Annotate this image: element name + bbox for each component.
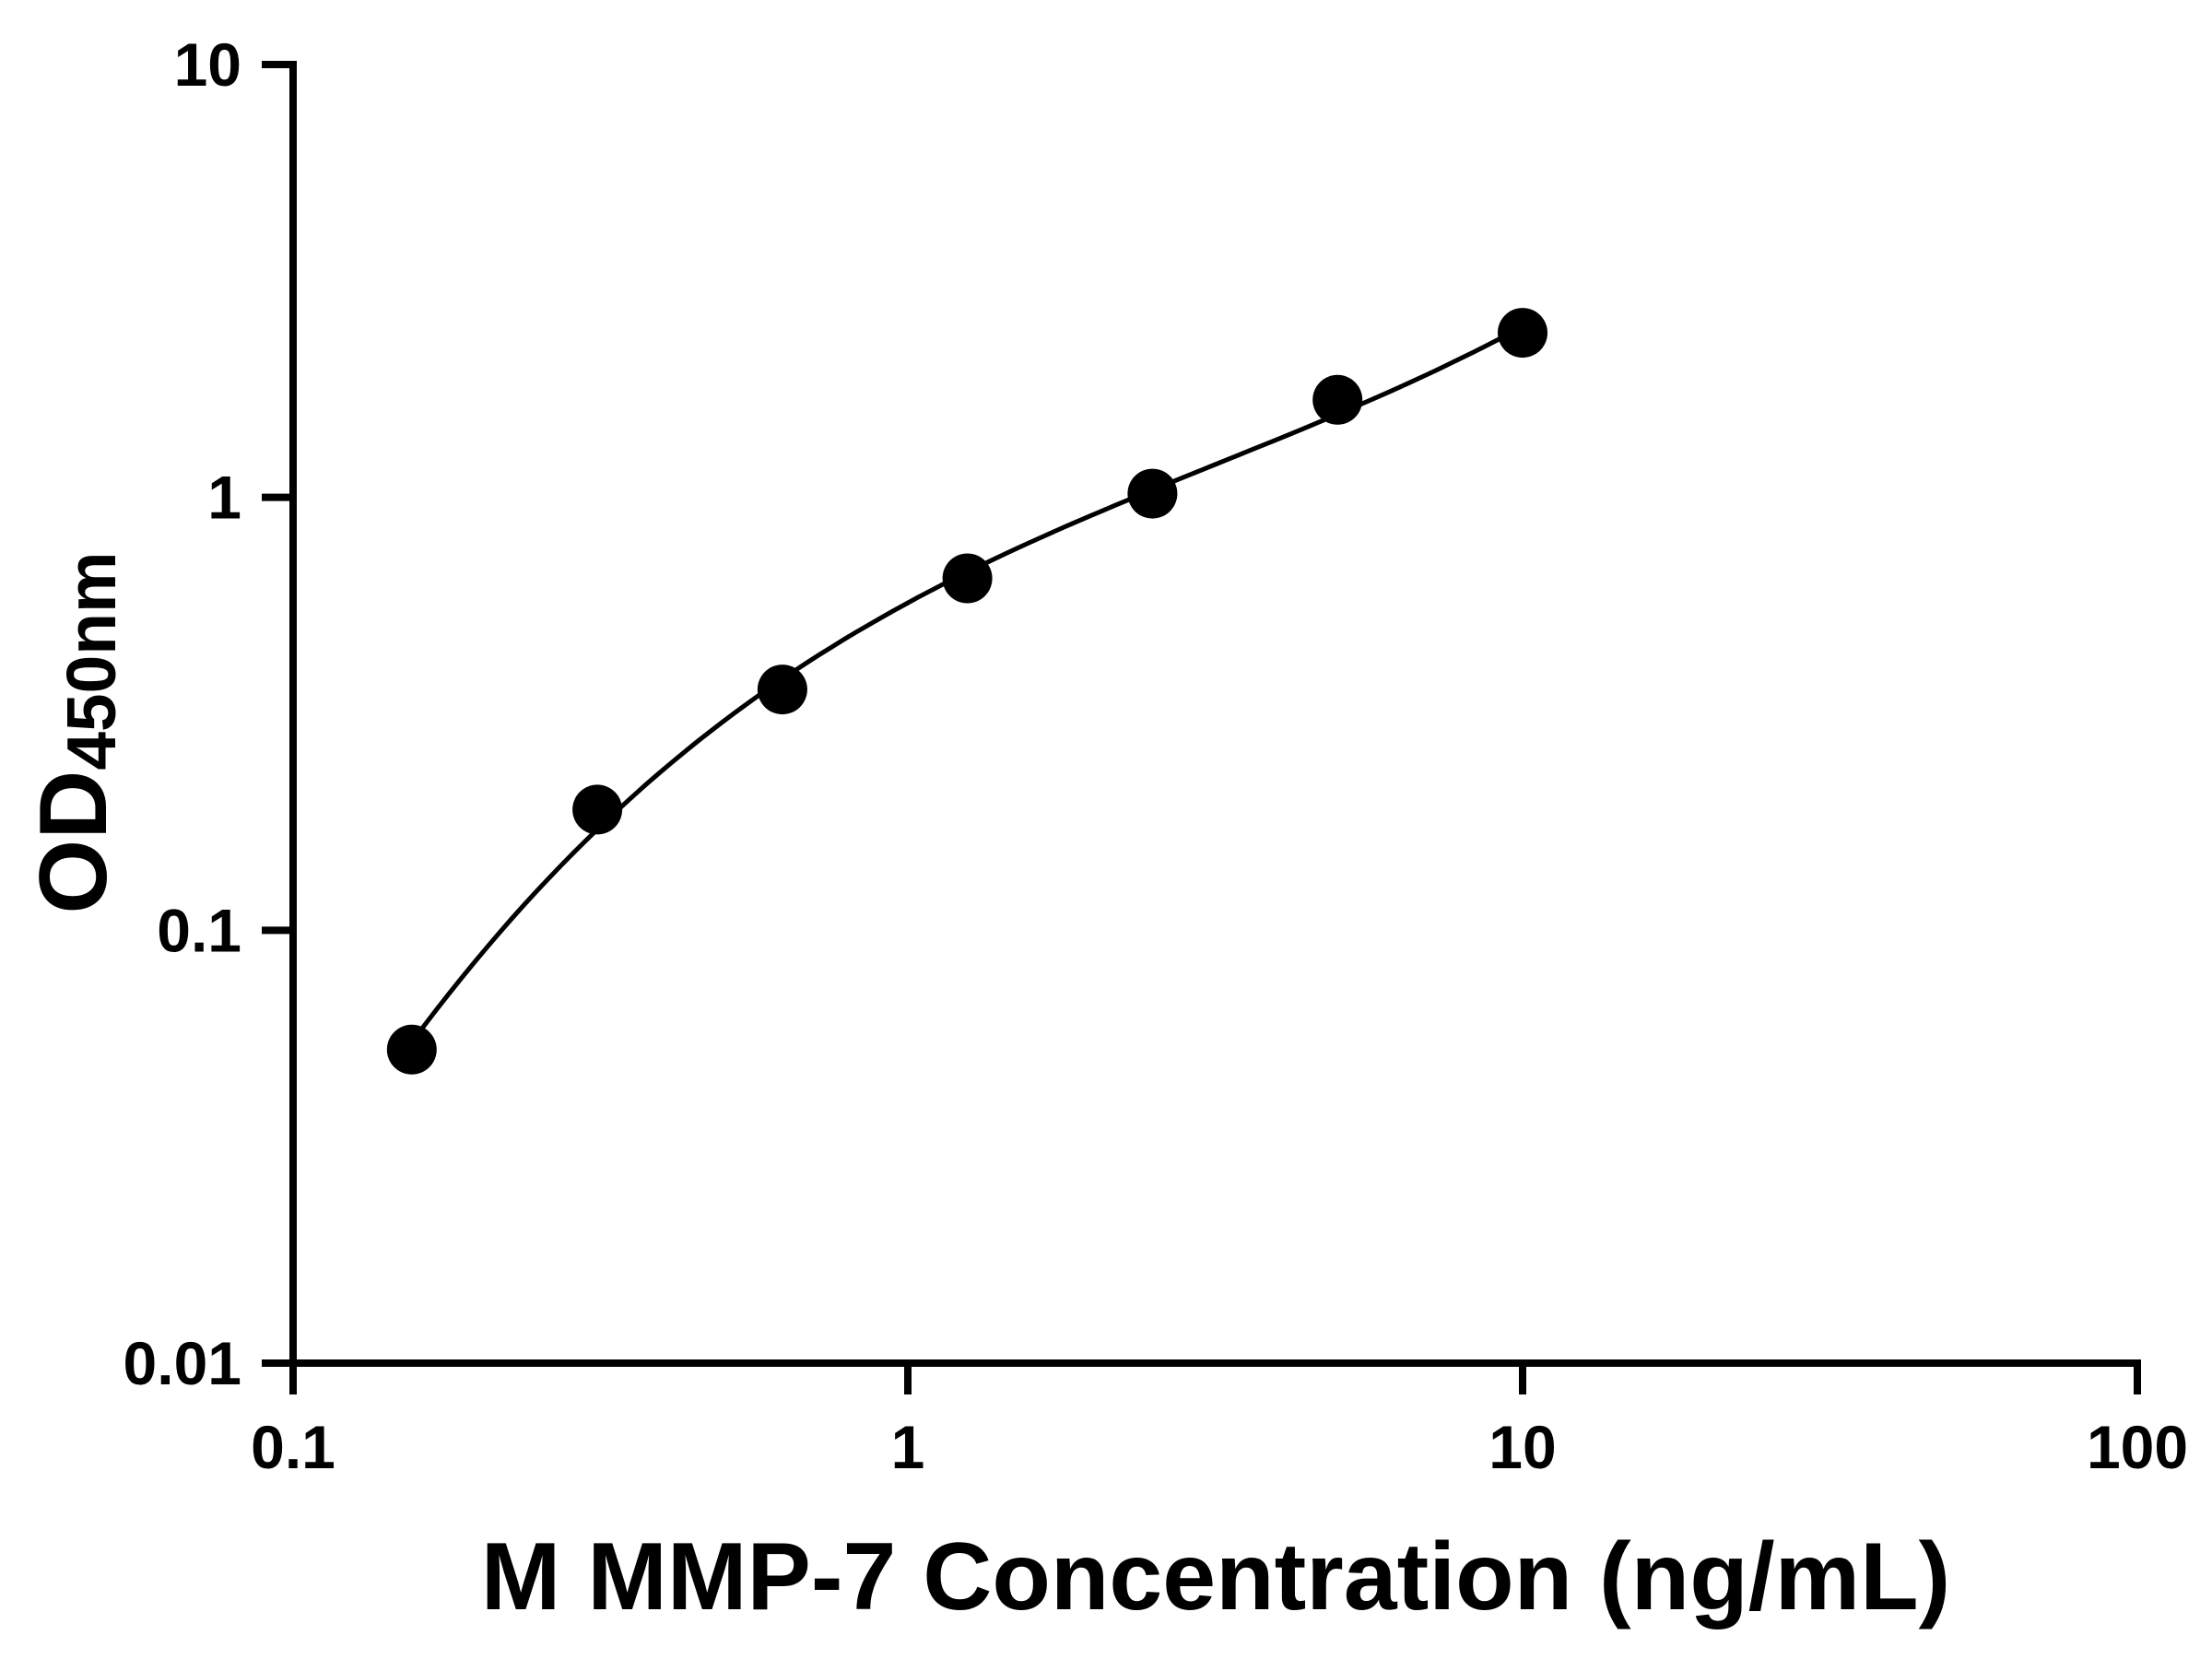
x-axis-tick-label: 100 xyxy=(2087,1413,2188,1481)
data-point-marker xyxy=(1312,374,1363,425)
y-axis-title-main: OD xyxy=(20,770,127,914)
data-point-marker xyxy=(942,553,993,604)
data-point-marker xyxy=(572,784,623,835)
y-axis-tick-label: 0.01 xyxy=(124,1329,241,1397)
axes xyxy=(289,61,2141,1367)
data-point-marker xyxy=(386,1024,437,1075)
y-axis-tick-label: 1 xyxy=(207,464,241,532)
y-axis-tick-label: 10 xyxy=(174,30,241,99)
data-point-marker xyxy=(1127,468,1178,519)
x-axis-tick-label: 10 xyxy=(1488,1413,1556,1481)
x-axis-title: M MMP-7 Concentration (ng/mL) xyxy=(480,1524,1951,1630)
y-axis-title: OD450nm xyxy=(7,364,140,1101)
y-axis-title-subscript: 450nm xyxy=(52,551,130,771)
fitted-curve xyxy=(409,324,1525,1045)
x-axis-tick-label: 0.1 xyxy=(251,1413,335,1481)
y-axis-tick-label: 0.1 xyxy=(157,896,241,964)
x-axis-tick-label: 1 xyxy=(891,1413,925,1481)
data-point-marker xyxy=(757,665,807,715)
data-point-marker xyxy=(1498,308,1547,359)
